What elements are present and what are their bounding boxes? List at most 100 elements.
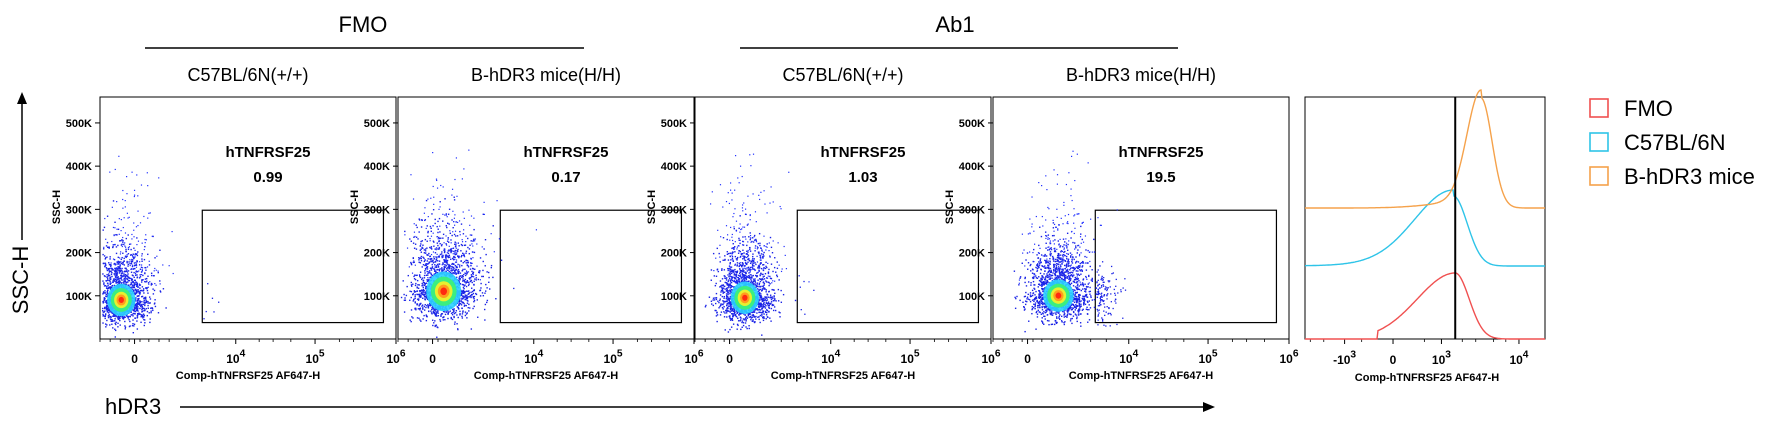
event-point bbox=[473, 289, 476, 291]
event-point bbox=[451, 266, 453, 268]
event-point bbox=[468, 248, 471, 250]
event-point bbox=[715, 298, 718, 301]
event-point bbox=[133, 271, 135, 274]
event-point bbox=[463, 280, 465, 282]
event-point bbox=[119, 281, 121, 283]
event-point bbox=[451, 263, 453, 265]
event-point bbox=[456, 195, 458, 197]
event-point bbox=[721, 289, 724, 291]
event-point bbox=[730, 252, 732, 254]
event-point bbox=[423, 284, 426, 287]
event-point bbox=[418, 298, 420, 300]
event-point bbox=[421, 304, 424, 306]
event-point bbox=[457, 248, 459, 251]
event-point bbox=[115, 277, 117, 279]
event-point bbox=[762, 276, 764, 278]
event-point bbox=[729, 189, 732, 191]
event-point bbox=[422, 286, 424, 289]
event-point bbox=[470, 240, 472, 242]
event-point bbox=[124, 242, 126, 244]
event-point bbox=[724, 275, 726, 278]
event-point bbox=[728, 275, 730, 278]
event-point bbox=[467, 246, 469, 249]
event-point bbox=[761, 298, 763, 301]
event-point bbox=[749, 270, 751, 272]
event-point bbox=[762, 305, 765, 307]
event-point bbox=[730, 313, 733, 315]
event-point bbox=[451, 308, 454, 311]
event-point bbox=[135, 283, 137, 286]
event-point bbox=[117, 280, 120, 283]
event-point bbox=[473, 305, 475, 308]
event-point bbox=[132, 285, 134, 287]
event-point bbox=[426, 268, 429, 270]
event-point bbox=[751, 311, 753, 314]
event-point bbox=[736, 282, 738, 284]
event-point bbox=[730, 318, 733, 320]
event-point bbox=[127, 234, 129, 236]
event-point bbox=[418, 305, 420, 307]
event-point bbox=[114, 322, 116, 325]
event-point bbox=[123, 273, 125, 275]
event-point bbox=[118, 316, 121, 318]
event-point bbox=[131, 287, 133, 289]
event-point bbox=[133, 323, 136, 325]
event-point bbox=[418, 259, 420, 261]
event-point bbox=[135, 264, 138, 266]
event-point bbox=[474, 278, 476, 280]
event-point bbox=[453, 221, 455, 223]
event-point bbox=[437, 256, 439, 258]
event-point bbox=[794, 299, 797, 302]
event-point bbox=[445, 268, 448, 270]
event-point bbox=[132, 331, 135, 334]
event-point bbox=[729, 283, 732, 285]
event-point bbox=[751, 259, 754, 262]
event-point bbox=[412, 300, 414, 302]
event-point bbox=[448, 241, 450, 243]
plot-frame bbox=[397, 96, 695, 340]
event-point bbox=[434, 272, 437, 275]
event-point bbox=[731, 276, 733, 279]
event-point bbox=[416, 317, 419, 319]
event-point bbox=[726, 300, 728, 303]
event-point bbox=[102, 253, 104, 256]
event-point bbox=[104, 301, 107, 303]
event-point bbox=[135, 306, 138, 308]
event-point bbox=[114, 329, 117, 332]
event-point bbox=[117, 267, 119, 269]
gated-event-point bbox=[513, 287, 515, 290]
event-point bbox=[738, 281, 741, 283]
event-point bbox=[745, 273, 747, 275]
event-point bbox=[443, 316, 445, 318]
event-point bbox=[751, 266, 754, 268]
event-point bbox=[448, 266, 451, 269]
event-point bbox=[481, 292, 484, 294]
event-point bbox=[419, 257, 422, 259]
event-point bbox=[752, 274, 754, 277]
event-point bbox=[473, 299, 476, 302]
event-point bbox=[730, 226, 732, 229]
event-point bbox=[417, 293, 419, 296]
event-point bbox=[458, 304, 460, 306]
event-point bbox=[744, 261, 747, 264]
event-point bbox=[116, 234, 118, 236]
event-point bbox=[758, 293, 760, 296]
event-point bbox=[460, 304, 463, 306]
event-point bbox=[716, 312, 718, 314]
event-point bbox=[439, 231, 441, 233]
event-point bbox=[457, 272, 460, 275]
event-point bbox=[453, 273, 455, 275]
event-point bbox=[730, 285, 733, 287]
event-point bbox=[103, 299, 105, 302]
event-point bbox=[141, 264, 143, 266]
event-point bbox=[740, 253, 743, 256]
event-point bbox=[120, 274, 122, 277]
event-point bbox=[758, 285, 760, 288]
event-point bbox=[455, 157, 458, 159]
event-point bbox=[436, 236, 438, 238]
event-point bbox=[104, 217, 106, 220]
event-point bbox=[121, 243, 123, 246]
event-point bbox=[107, 273, 110, 275]
event-point bbox=[736, 310, 738, 313]
event-point bbox=[435, 324, 438, 326]
